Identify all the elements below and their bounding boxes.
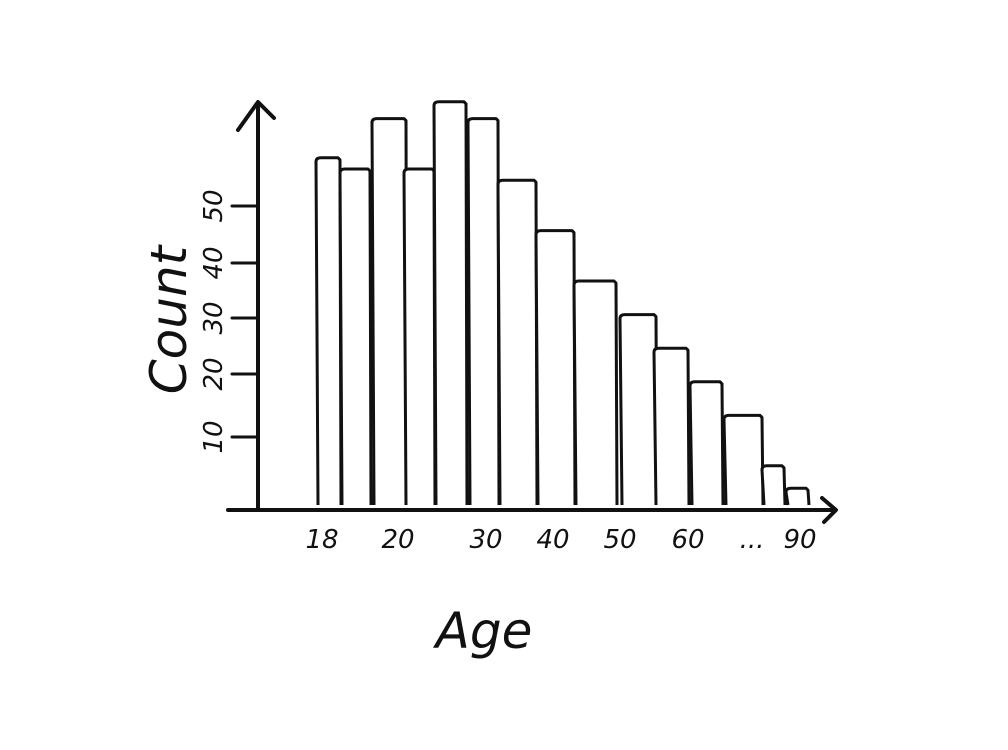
bar-group (314, 100, 811, 506)
bar (572, 279, 619, 506)
bar (338, 167, 373, 506)
x-tick-label: 40 (536, 525, 569, 555)
x-tick-label: ... (740, 525, 765, 555)
bar (370, 117, 409, 506)
bar (402, 167, 437, 506)
x-tick-label: 50 (603, 525, 636, 555)
x-tick-group: 18 20 30 40 50 60... 90 (305, 525, 816, 555)
bar (466, 117, 501, 506)
x-axis-arrowhead (820, 496, 838, 524)
bar (652, 346, 691, 506)
bar (688, 380, 725, 506)
x-axis-title: Age (433, 602, 533, 660)
y-tick-label: 30 (199, 301, 229, 334)
y-tick-group: 10 20 30 40 50 (199, 189, 260, 454)
bar (314, 156, 343, 506)
bar (618, 313, 659, 506)
bar (760, 464, 787, 506)
x-tick-label: 20 (381, 525, 414, 555)
bar (534, 229, 577, 506)
y-tick-label: 10 (199, 420, 229, 453)
bar (432, 100, 469, 506)
bar (722, 413, 765, 506)
x-tick-label: 30 (469, 525, 502, 555)
y-tick-label: 50 (199, 189, 229, 222)
bar (784, 486, 811, 506)
x-tick-label: 18 (305, 525, 338, 555)
bar (496, 178, 539, 506)
y-tick-label: 20 (199, 357, 229, 390)
x-tick-label: 90 (783, 525, 816, 555)
y-axis-arrowhead (236, 100, 276, 132)
y-axis-title: Count (140, 243, 198, 394)
y-tick-label: 40 (199, 246, 229, 279)
x-tick-label: 60 (671, 525, 704, 555)
